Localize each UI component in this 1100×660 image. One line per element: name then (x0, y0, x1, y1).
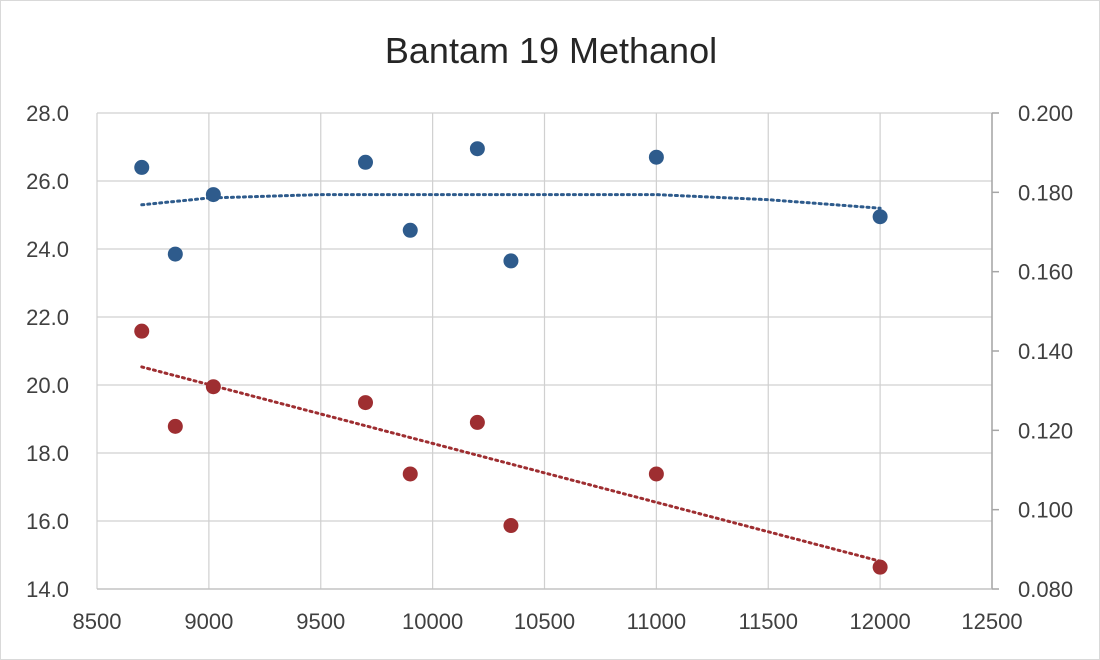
y-right-tick-label: 0.080 (1018, 577, 1073, 602)
x-tick-label: 10500 (514, 609, 575, 634)
data-points (134, 141, 888, 575)
x-tick-label: 11500 (738, 609, 798, 634)
data-point-series-1 (872, 209, 888, 225)
grid (96, 112, 993, 590)
y-right-tick-label: 0.200 (1018, 101, 1073, 126)
trendline-series-1 (140, 193, 882, 210)
y-left-tick-label: 18.0 (26, 441, 69, 466)
y-left-tick-label: 22.0 (26, 305, 69, 330)
y-right-tick-label: 0.180 (1018, 180, 1073, 205)
data-point-series-1 (402, 222, 418, 238)
y-left-tick-label: 28.0 (26, 101, 69, 126)
trendlines (140, 193, 882, 563)
x-tick-label: 11000 (627, 609, 687, 634)
y-left-tick-label: 16.0 (26, 509, 69, 534)
y-left-tick-label: 24.0 (26, 237, 69, 262)
data-point-series-1 (648, 149, 664, 165)
axes: 8500 9000 9500 10000 10500 11000 11500 12000 125… (26, 101, 1073, 634)
y-right-tick-label: 0.120 (1018, 418, 1073, 443)
x-tick-label: 9500 (296, 609, 345, 634)
x-tick-label: 10000 (402, 609, 463, 634)
data-point-series-2 (167, 418, 183, 434)
y-left-tick-label: 26.0 (26, 169, 69, 194)
data-point-series-2 (872, 559, 888, 575)
data-point-series-2 (469, 414, 485, 430)
chart-title: Bantam 19 Methanol (385, 30, 717, 71)
data-point-series-2 (134, 323, 150, 339)
data-point-series-2 (358, 395, 373, 411)
x-tick-label: 9000 (184, 609, 233, 634)
y-left-tick-label: 14.0 (26, 577, 69, 602)
data-point-series-2 (402, 466, 418, 482)
trendline-series-2 (140, 365, 882, 563)
data-point-series-2 (648, 466, 664, 482)
data-point-series-1 (167, 246, 183, 262)
data-point-series-2 (503, 518, 519, 534)
data-point-series-1 (358, 154, 373, 170)
data-point-series-2 (205, 379, 221, 395)
x-tick-label: 12500 (961, 609, 1022, 634)
data-point-series-1 (205, 187, 221, 203)
x-tick-label: 8500 (73, 609, 122, 634)
y-right-tick-label: 0.160 (1018, 260, 1073, 285)
data-point-series-1 (503, 253, 519, 269)
y-right-tick-label: 0.140 (1018, 339, 1073, 364)
y-right-tick-label: 0.100 (1018, 498, 1073, 523)
x-tick-label: 12000 (850, 609, 911, 634)
data-point-series-1 (469, 141, 485, 157)
y-left-tick-label: 20.0 (26, 373, 69, 398)
data-point-series-1 (134, 159, 150, 175)
